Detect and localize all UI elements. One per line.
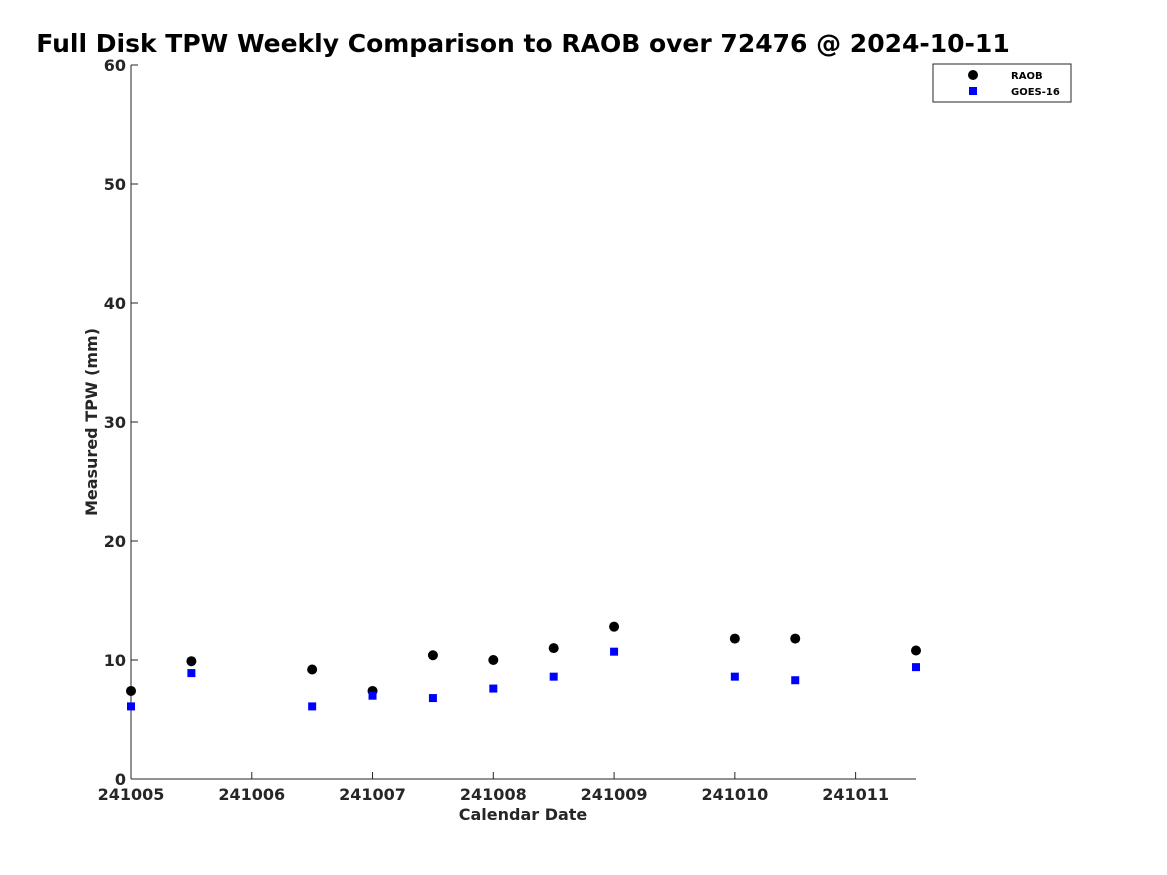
y-tick-label: 50: [104, 175, 126, 194]
goes-16-point: [428, 694, 437, 703]
y-tick-label: 20: [104, 532, 126, 551]
legend-box: [932, 63, 1072, 103]
plot-area: [130, 65, 916, 780]
goes-16-point: [730, 672, 739, 681]
goes-16-point: [368, 691, 377, 700]
y-tick-label: 60: [104, 56, 126, 75]
y-tick-label: 30: [104, 413, 126, 432]
legend-entries: RAOB GOES-16: [968, 70, 1060, 98]
x-tick-label: 241010: [701, 785, 768, 804]
legend-goes-16-marker: [969, 87, 977, 95]
y-axis-label: Measured TPW (mm): [82, 328, 101, 516]
raob-point: [609, 621, 620, 632]
goes-16-point: [308, 702, 317, 711]
legend: RAOB GOES-16: [932, 63, 1072, 103]
goes-16-point: [187, 669, 196, 678]
x-tick-label: 241008: [460, 785, 527, 804]
y-tick-label: 40: [104, 294, 126, 313]
raob-point: [790, 633, 801, 644]
x-tick-label: 241009: [581, 785, 648, 804]
x-tick-label: 241005: [98, 785, 165, 804]
data-markers: [126, 621, 921, 711]
chart-title: Full Disk TPW Weekly Comparison to RAOB …: [36, 29, 1009, 58]
raob-point: [186, 656, 197, 667]
legend-label: RAOB: [1011, 71, 1043, 82]
goes-16-point: [610, 647, 619, 656]
x-tick-label: 241007: [339, 785, 406, 804]
x-ticks: 241005 241006 241007 241008 241009 241010 2410…: [98, 772, 889, 804]
goes-16-point: [549, 672, 558, 681]
x-axis-label: Calendar Date: [459, 805, 588, 824]
goes-16-point: [791, 676, 800, 685]
legend-raob-marker: [968, 70, 978, 80]
x-tick-label: 241006: [218, 785, 285, 804]
raob-point: [729, 633, 740, 644]
raob-point: [548, 643, 559, 654]
x-tick-label: 241011: [822, 785, 889, 804]
legend-label: GOES-16: [1011, 87, 1060, 98]
raob-point: [488, 655, 499, 665]
goes-16-point: [489, 684, 498, 693]
raob-point: [307, 664, 318, 675]
y-tick-label: 10: [104, 651, 126, 670]
y-tick-label: 0: [115, 770, 126, 789]
goes-16-point: [912, 663, 920, 672]
y-ticks: 0 10 20 30 40 50 60: [104, 56, 138, 789]
raob-point: [911, 645, 921, 656]
raob-point: [126, 685, 136, 696]
goes-16-point: [127, 702, 135, 711]
raob-point: [427, 650, 438, 661]
